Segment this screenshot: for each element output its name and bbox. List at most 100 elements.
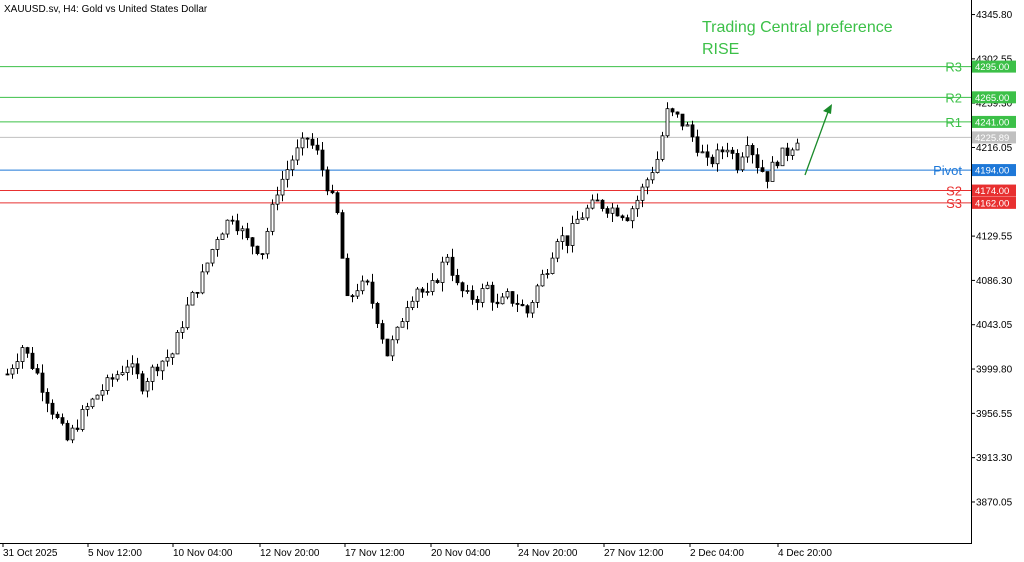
candle <box>80 405 85 432</box>
candle <box>670 107 675 117</box>
candle <box>240 225 245 240</box>
candles-layer <box>5 102 800 444</box>
candle <box>15 353 20 374</box>
candle <box>320 141 325 177</box>
candle <box>450 248 455 282</box>
candle <box>425 282 430 296</box>
candle <box>705 144 710 166</box>
candle <box>700 144 705 154</box>
candle <box>175 329 180 355</box>
candle <box>40 364 45 402</box>
candle <box>360 275 365 295</box>
candle <box>635 195 640 217</box>
candle <box>335 191 340 215</box>
candle <box>555 238 560 263</box>
candle <box>660 131 665 162</box>
candle <box>475 295 480 311</box>
current-price-badge <box>972 131 1016 144</box>
price-tick-label: 3913.30 <box>976 453 1013 464</box>
candle <box>110 373 115 387</box>
candle <box>735 149 740 174</box>
level-label-s2: S2 <box>946 184 962 199</box>
candle <box>770 156 775 182</box>
price-tick-label: 3956.55 <box>976 409 1013 420</box>
candle <box>650 166 655 184</box>
price-tick-label: 4129.55 <box>976 232 1013 243</box>
time-tick-label: 10 Nov 04:00 <box>173 548 233 559</box>
candle <box>90 397 95 409</box>
time-tick-label: 5 Nov 12:00 <box>88 548 142 559</box>
candle <box>30 347 35 370</box>
candle <box>560 226 565 250</box>
candle <box>570 215 575 253</box>
candle <box>350 293 355 303</box>
candle <box>20 344 25 369</box>
candle <box>120 365 125 376</box>
candle <box>575 210 580 224</box>
candle <box>420 286 425 298</box>
candle <box>620 214 625 221</box>
candle <box>255 245 260 256</box>
candle <box>165 349 170 367</box>
current-price-badge-label: 4225.89 <box>975 133 1009 144</box>
candle <box>565 235 570 254</box>
price-badge <box>972 115 1016 128</box>
candle <box>400 317 405 328</box>
candle <box>405 300 410 330</box>
candle <box>415 286 420 309</box>
candle <box>755 148 760 174</box>
price-tick-label: 3999.80 <box>976 365 1013 376</box>
price-badge-label: 4265.00 <box>975 93 1009 104</box>
candle <box>440 256 445 292</box>
price-tick-label: 4259.30 <box>976 99 1013 110</box>
candle <box>100 384 105 402</box>
candle <box>390 335 395 361</box>
candle <box>375 301 380 329</box>
candle <box>180 321 185 339</box>
candle <box>55 411 60 420</box>
candle <box>680 113 685 131</box>
candle <box>265 227 270 259</box>
candle <box>85 402 90 417</box>
candle <box>610 203 615 223</box>
price-badge <box>972 164 1016 177</box>
candle <box>740 152 745 172</box>
symbol-label: XAUUSD.sv, H4: Gold vs United States Dol… <box>4 4 208 15</box>
candle <box>490 281 495 311</box>
candle <box>470 285 475 305</box>
time-tick-label: 12 Nov 20:00 <box>260 548 320 559</box>
candle <box>760 159 765 173</box>
candle <box>530 300 535 318</box>
candle <box>605 206 610 218</box>
candle <box>140 370 145 395</box>
candle <box>455 268 460 286</box>
level-label-s3: S3 <box>946 196 962 211</box>
level-label-pivot: Pivot <box>933 163 962 178</box>
candle <box>525 304 530 318</box>
candle <box>25 346 30 358</box>
candle <box>250 236 255 255</box>
candle <box>655 151 660 174</box>
candle <box>235 213 240 235</box>
candle <box>585 204 590 221</box>
price-badge <box>972 60 1016 73</box>
candle <box>665 102 670 138</box>
candle <box>775 160 780 169</box>
price-scale[interactable]: 4345.80 4302.55 4259.30 4216.05 4129.55 4086.… <box>971 10 1013 508</box>
candle <box>630 205 635 229</box>
level-label-r2: R2 <box>945 90 962 105</box>
candle <box>275 186 280 211</box>
candle <box>595 193 600 202</box>
price-tick-label: 4302.55 <box>976 54 1013 65</box>
price-badge-label: 4194.00 <box>975 166 1009 177</box>
time-scale[interactable]: 31 Oct 2025 5 Nov 12:00 10 Nov 04:00 12 Nov… <box>2 543 832 559</box>
candle <box>445 254 450 266</box>
level-label-r3: R3 <box>945 60 962 75</box>
candle <box>625 214 630 222</box>
candle <box>150 364 155 391</box>
candle <box>60 413 65 426</box>
candle <box>205 262 210 275</box>
time-tick-label: 27 Nov 12:00 <box>604 548 664 559</box>
candle <box>370 273 375 309</box>
